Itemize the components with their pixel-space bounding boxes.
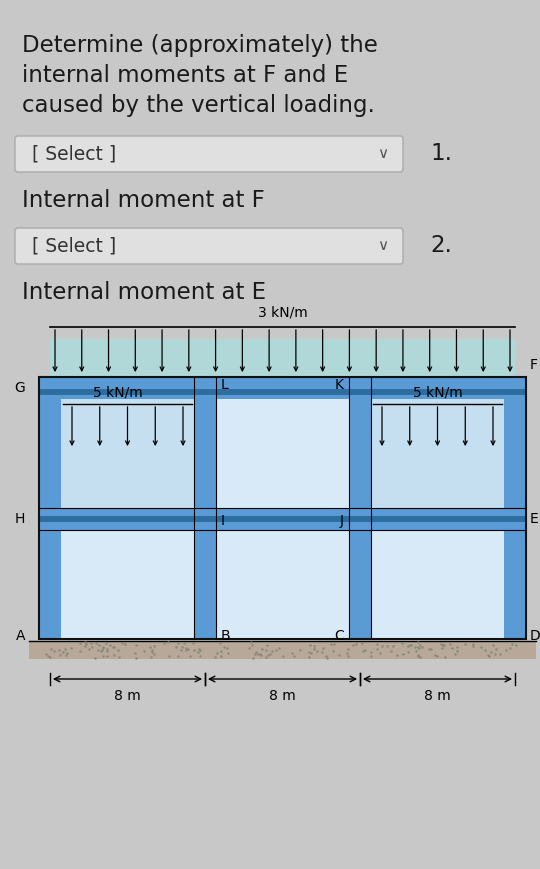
Bar <box>50 339 515 377</box>
Bar <box>371 399 504 508</box>
Bar <box>29 641 536 659</box>
Text: I: I <box>221 514 225 528</box>
Bar <box>39 508 526 530</box>
Text: K: K <box>335 378 344 392</box>
Text: D: D <box>530 629 540 643</box>
Text: C: C <box>334 629 344 643</box>
Text: 8 m: 8 m <box>424 689 451 703</box>
Bar <box>61 399 194 508</box>
Text: Determine (approximately) the: Determine (approximately) the <box>22 34 378 57</box>
Bar <box>39 377 526 399</box>
Text: 3 kN/m: 3 kN/m <box>258 305 307 319</box>
Text: L: L <box>221 378 229 392</box>
Text: E: E <box>530 512 539 526</box>
FancyBboxPatch shape <box>15 136 403 172</box>
Bar <box>504 377 526 639</box>
Text: J: J <box>340 514 344 528</box>
Text: 5 kN/m: 5 kN/m <box>413 385 462 399</box>
Bar <box>61 530 194 639</box>
Text: 5 kN/m: 5 kN/m <box>93 385 143 399</box>
Text: ∨: ∨ <box>377 147 388 162</box>
Text: 2.: 2. <box>430 235 452 257</box>
Text: A: A <box>16 629 25 643</box>
Text: H: H <box>15 512 25 526</box>
Bar <box>216 399 349 508</box>
Text: [ Select ]: [ Select ] <box>32 236 116 255</box>
Bar <box>194 377 216 639</box>
Bar <box>39 516 526 522</box>
Bar <box>371 530 504 639</box>
Text: 1.: 1. <box>430 143 452 165</box>
Text: caused by the vertical loading.: caused by the vertical loading. <box>22 94 375 117</box>
Bar <box>39 377 526 639</box>
Text: G: G <box>14 381 25 395</box>
Bar <box>39 377 61 639</box>
Text: 8 m: 8 m <box>114 689 141 703</box>
Text: ∨: ∨ <box>377 238 388 254</box>
Text: F: F <box>530 358 538 372</box>
Text: 8 m: 8 m <box>269 689 296 703</box>
FancyBboxPatch shape <box>15 228 403 264</box>
Text: internal moments at F and E: internal moments at F and E <box>22 64 348 87</box>
Text: B: B <box>221 629 231 643</box>
Text: Internal moment at F: Internal moment at F <box>22 189 265 212</box>
Bar <box>349 377 371 639</box>
Text: Internal moment at E: Internal moment at E <box>22 281 266 304</box>
Bar <box>216 530 349 639</box>
Bar <box>39 389 526 395</box>
Text: [ Select ]: [ Select ] <box>32 144 116 163</box>
